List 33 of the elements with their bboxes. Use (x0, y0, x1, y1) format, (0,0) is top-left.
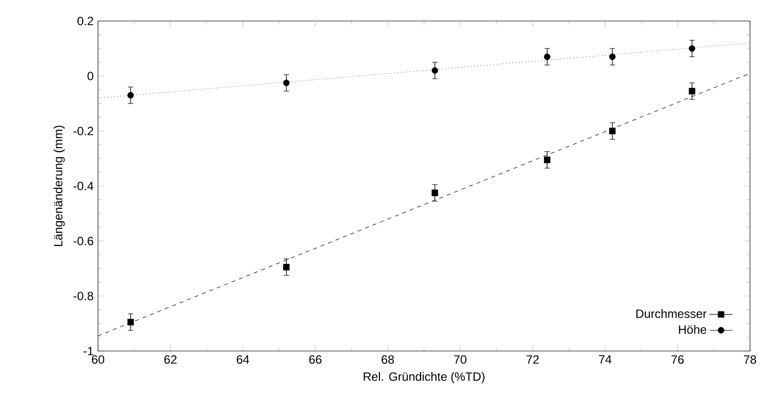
x-tick-label: 72 (526, 355, 539, 364)
y-tick-label: -0.6 (74, 236, 94, 246)
point (544, 156, 550, 164)
x-tick-label: 66 (309, 355, 322, 364)
y-axis-title: Längenänderung (mm) (54, 126, 65, 246)
point (609, 54, 616, 60)
x-tick-label: 74 (599, 355, 612, 364)
legend-label: Höhe (679, 325, 706, 334)
y-tick-label: 0 (88, 72, 94, 80)
point (283, 264, 290, 270)
point (544, 54, 550, 60)
point (609, 128, 616, 134)
x-tick-label: 64 (236, 355, 250, 364)
point (432, 190, 438, 196)
point (283, 80, 290, 86)
point (432, 67, 438, 74)
point (688, 45, 696, 52)
y-tick-label: -0.4 (74, 182, 94, 190)
y-tick-label: -0.8 (74, 292, 94, 300)
x-tick-label: 70 (454, 355, 466, 364)
y-tick-label: -1 (84, 346, 94, 356)
x-tick-label: 78 (744, 355, 756, 364)
y-tick-label: -0.2 (74, 126, 94, 136)
y-tick-label: 0.2 (78, 16, 94, 26)
x-tick-label: 60 (92, 355, 104, 364)
point (127, 318, 134, 326)
point (127, 92, 134, 98)
x-tick-label: 62 (164, 355, 177, 364)
x-axis-title: Rel. Gründichte (%TD) (364, 372, 484, 384)
x-tick-label: 76 (671, 355, 684, 364)
legend-label: Durchmesser (636, 309, 707, 318)
point (688, 88, 696, 94)
x-tick-label: 68 (382, 355, 394, 364)
